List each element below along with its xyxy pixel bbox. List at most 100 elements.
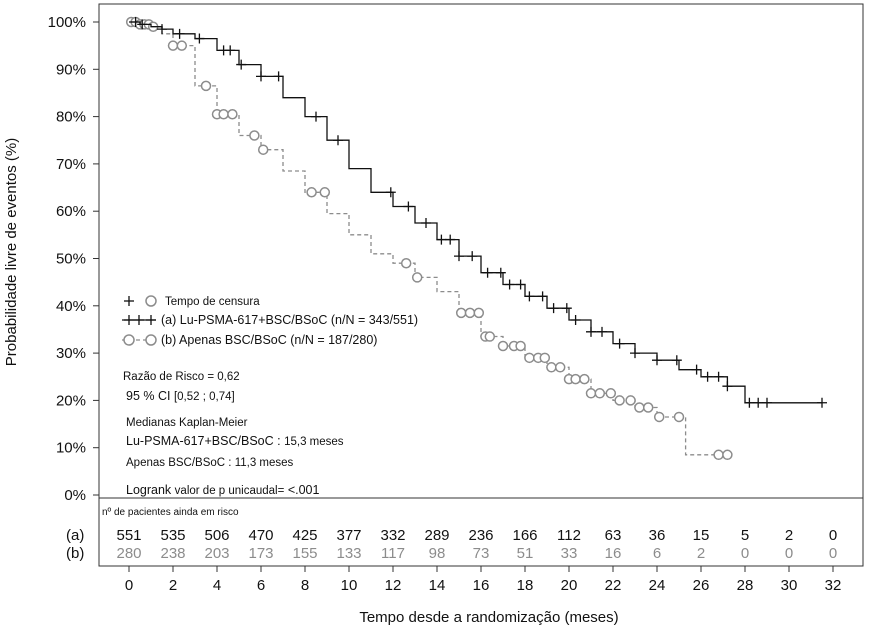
series-a-censor-mark [385,187,396,198]
at-risk-a-value: 2 [785,527,793,544]
series-b-censor-mark [594,388,606,399]
x-tick-label: 18 [517,577,534,594]
series-a-censor-mark [436,234,447,245]
series-a-censor-mark [515,279,526,290]
series-b-censor-mark [585,388,597,399]
series-a-censor-mark [652,355,662,366]
logrank-text: Logrank valor de p unicaudal= <.001 [126,483,319,497]
series-b-censor-mark [713,449,724,461]
at-risk-a-value: 332 [380,527,405,544]
series-a-censor-mark [753,397,764,408]
series-b-censor-mark [249,130,260,141]
x-tick-label: 10 [341,577,358,594]
series-b-censor-mark [497,340,509,352]
at-risk-a-value: 36 [649,527,666,544]
y-tick-label: 30% [56,345,86,362]
y-axis-title: Probabilidade livre de eventos (%) [3,138,20,366]
at-risk-b-value: 133 [336,545,361,562]
series-a-censor-mark [570,314,581,325]
series-a-censor-mark [333,135,343,146]
legend-series-a: (a) Lu-PSMA-617+BSC/BSoC (n/N = 343/551) [122,313,418,327]
series-b-censor-mark [167,40,179,51]
at-risk-a-value: 5 [741,527,749,544]
series-a-censor-mark [454,251,464,262]
series-a-censor-mark [586,326,596,337]
y-tick-label: 10% [56,440,86,457]
series-a-censor-mark [495,267,506,278]
median-b-label: Apenas BSC/BSoC : [126,457,231,469]
at-risk-label-b: (b) [66,545,84,562]
x-tick-label: 24 [649,577,666,594]
series-b-censor-mark [306,187,317,198]
y-tick-label: 80% [56,109,86,126]
series-b-censor-mark [227,108,238,120]
at-risk-a-value: 63 [605,527,622,544]
at-risk-b-value: 51 [517,545,534,562]
series-a-censor-mark [722,381,733,392]
legend-series-a-label: (a) Lu-PSMA-617+BSC/BSoC (n/N = 343/551) [161,313,418,327]
series-a-censor-mark [817,397,827,408]
series-b-censor-mark [625,395,636,406]
series-a-censor-mark [421,218,431,229]
series-b-censor-mark [257,144,269,155]
series-b-censor-mark [539,352,551,364]
series-b-censor-mark [319,187,331,198]
series-b-censor-mark [579,373,590,385]
series-a-censor-mark [524,291,535,302]
at-risk-a-value: 289 [424,527,449,544]
series-a-censor-mark [403,201,414,212]
y-tick-label: 70% [56,156,86,173]
series-b-censor-mark [411,272,423,283]
at-risk-numbers: 551 535 506 470 425 377 332 289 236 166 112 63 36 15 5… [116,527,837,562]
x-tick-label: 14 [429,577,446,594]
y-tick-label: 50% [56,251,86,268]
series-a-censor-mark [630,348,640,359]
series-b-censor-mark [722,449,733,461]
x-tick-label: 0 [125,577,133,594]
at-risk-a-value: 112 [557,527,581,544]
series-a-censor-mark [273,71,284,82]
y-tick-label: 100% [48,14,86,31]
series-a-censor-mark [702,371,713,382]
x-tick-label: 30 [781,577,798,594]
y-tick-label: 90% [56,61,86,78]
series-b-censor-mark [473,307,485,319]
series-b-line [129,21,723,456]
x-axis-title: Tempo desde a randomização (meses) [359,609,618,626]
series-a-censor-mark [762,397,772,408]
series-b-censor-mark [642,402,654,413]
at-risk-b-value: 73 [473,545,490,562]
at-risk-a-value: 551 [116,527,141,544]
series-a-censor-mark [713,371,724,382]
x-tick-label: 16 [473,577,490,594]
at-risk-b-value: 203 [204,545,229,562]
x-tick-label: 6 [257,577,265,594]
x-tick-label: 20 [561,577,578,594]
x-tick-label: 4 [213,577,221,594]
series-a-censor-mark [614,338,625,349]
series-a-censor-mark [597,326,607,337]
at-risk-a-value: 377 [336,527,361,544]
series-a-censor-mark [467,251,478,262]
series-a-censor-mark [548,303,559,314]
x-tick-label: 2 [169,577,177,594]
y-tick-label: 20% [56,392,86,409]
at-risk-b-value: 238 [160,545,185,562]
ci-prefix: 95 % CI [126,389,170,403]
at-risk-a-value: 535 [160,527,185,544]
x-tick-label: 8 [301,577,309,594]
median-a-value: 15,3 meses [284,436,344,448]
series-b-censor-mark [605,388,617,399]
at-risk-label-a: (a) [66,527,84,544]
at-risk-a-value: 15 [693,527,710,544]
ci-value: [0,52 ; 0,74] [174,391,235,403]
at-risk-b-value: 6 [653,545,661,562]
series-b-censor-mark [200,80,212,92]
at-risk-b-value: 117 [381,545,405,562]
logrank-value: <.001 [288,483,320,497]
x-tick-label: 28 [737,577,754,594]
legend-series-b-censor-icon [145,334,157,346]
y-tick-label: 0% [64,487,86,504]
series-a-censor-mark [256,71,266,82]
